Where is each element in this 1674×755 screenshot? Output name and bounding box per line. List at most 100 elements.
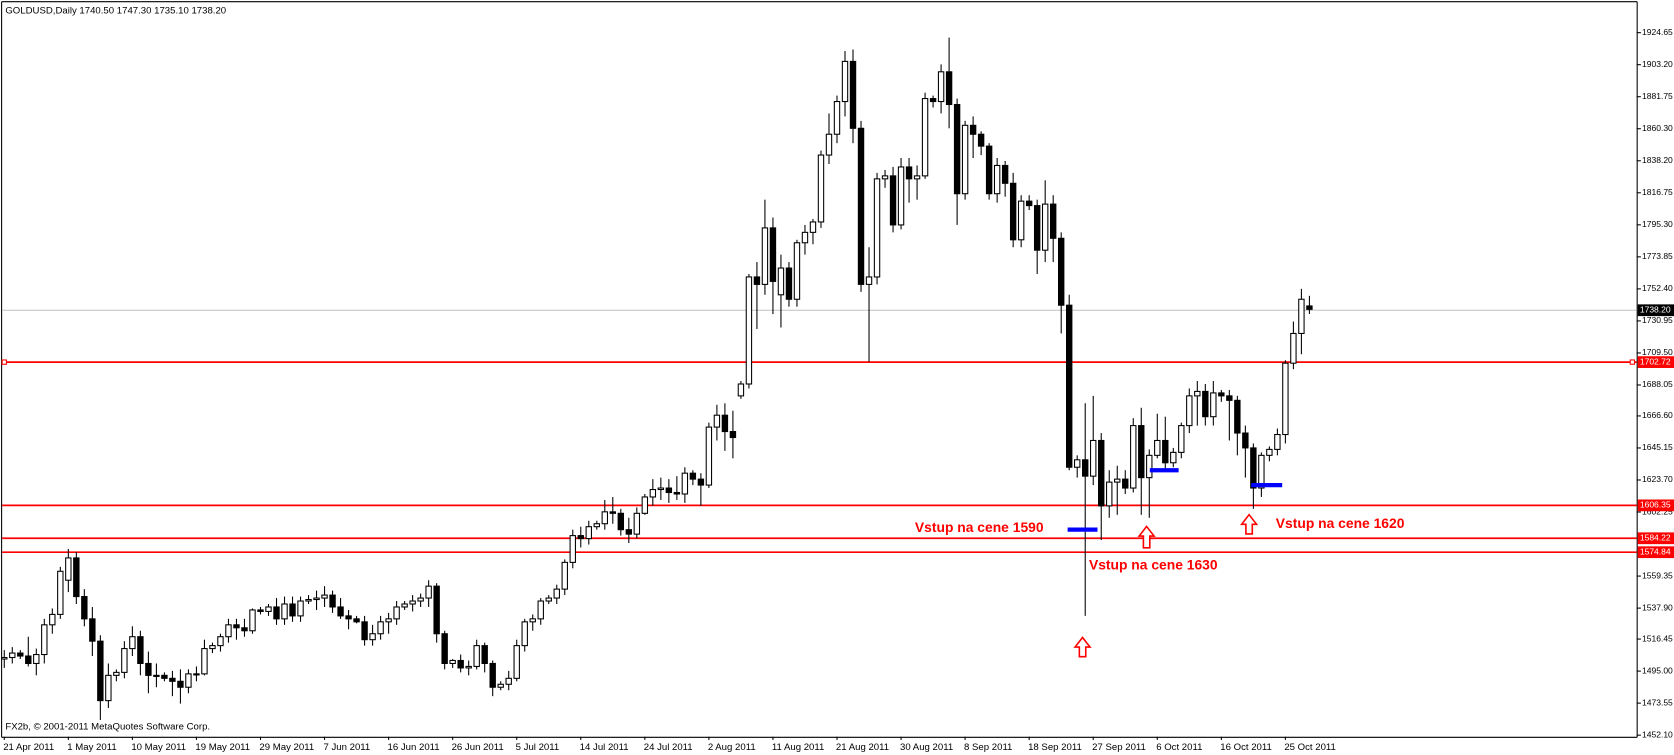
candle-body xyxy=(569,535,576,563)
y-tick-label: 1924.65 xyxy=(1642,27,1673,37)
x-tick-label: 5 Jul 2011 xyxy=(516,742,560,753)
candle-body xyxy=(513,645,520,679)
candle-body xyxy=(673,491,681,495)
candle-body xyxy=(217,636,224,647)
y-tick-label: 1881.75 xyxy=(1642,91,1673,101)
candle-body xyxy=(825,133,833,156)
x-tick-label: 1 May 2011 xyxy=(67,742,116,753)
candle-body xyxy=(457,659,464,669)
candle-body xyxy=(1074,459,1081,468)
x-tick-label: 27 Sep 2011 xyxy=(1092,742,1146,753)
candle-body xyxy=(129,636,136,650)
candle-body xyxy=(1041,203,1049,251)
candle-body xyxy=(801,231,809,244)
candle-body xyxy=(849,60,857,129)
candle-body xyxy=(873,178,881,278)
level-label: 1702.72 xyxy=(1640,356,1671,366)
candle-body xyxy=(529,618,536,623)
candle-body xyxy=(1025,200,1033,207)
candle-body xyxy=(1234,399,1241,434)
candle-body xyxy=(865,276,873,285)
candle-body xyxy=(585,526,592,540)
candle-body xyxy=(633,512,641,535)
level-label-box xyxy=(1637,546,1674,559)
candle-body xyxy=(233,624,240,629)
y-tick-label: 1537.90 xyxy=(1642,602,1673,612)
x-tick-label: 18 Sep 2011 xyxy=(1028,742,1082,753)
candle-body xyxy=(1033,205,1041,251)
x-tick-label: 25 Oct 2011 xyxy=(1284,742,1336,753)
x-tick-label: 24 Jul 2011 xyxy=(644,742,693,753)
y-tick-label: 1709.50 xyxy=(1642,347,1673,357)
y-tick-label: 1559.35 xyxy=(1642,570,1673,580)
candle-body xyxy=(945,71,953,106)
y-tick-label: 1752.40 xyxy=(1642,283,1673,293)
candle-body xyxy=(705,426,713,486)
y-tick-label: 1860.30 xyxy=(1642,123,1673,133)
x-tick-label: 30 Aug 2011 xyxy=(900,742,953,753)
candle-body xyxy=(97,640,104,702)
handle xyxy=(1,359,7,365)
candle-body xyxy=(929,98,937,103)
candle-body xyxy=(337,606,344,617)
candle-body xyxy=(1090,439,1097,477)
x-tick-label: 8 Sep 2011 xyxy=(964,742,1012,753)
level-label-box xyxy=(1637,356,1674,368)
last-price-box xyxy=(1637,304,1674,317)
candle-body xyxy=(1194,390,1201,397)
candle-body xyxy=(1210,392,1217,418)
candle-body xyxy=(1282,362,1289,436)
candle-body xyxy=(417,597,424,602)
candle-body xyxy=(105,674,112,702)
candle-body xyxy=(833,101,841,135)
candle-body xyxy=(681,472,689,495)
candle-body xyxy=(177,680,184,688)
handle xyxy=(1629,359,1636,365)
candle-body xyxy=(185,673,192,688)
x-tick-label: 14 Jul 2011 xyxy=(580,742,629,753)
x-tick-label: 16 Jun 2011 xyxy=(388,742,440,753)
candle-body xyxy=(561,561,568,590)
candle-body xyxy=(737,383,745,397)
candle-body xyxy=(817,154,825,223)
candle-body xyxy=(313,597,320,601)
candle-body xyxy=(985,145,993,195)
candle-body xyxy=(729,431,737,439)
candle-body xyxy=(769,227,777,282)
candle-body xyxy=(473,645,480,667)
candle-body xyxy=(1298,298,1305,334)
candle-body xyxy=(1274,433,1281,450)
level-label: 1574.84 xyxy=(1640,546,1671,556)
candle-body xyxy=(905,166,913,180)
candle-body xyxy=(193,673,200,676)
candle-body xyxy=(641,496,649,514)
y-tick-label: 1666.60 xyxy=(1642,410,1673,420)
candle-body xyxy=(289,603,296,617)
y-tick-label: 1730.95 xyxy=(1642,315,1673,325)
candle-body xyxy=(1122,478,1129,489)
annotation: Vstup na cene 1630 xyxy=(1089,557,1218,573)
candle-body xyxy=(225,624,232,638)
copyright: FX2b, © 2001-2011 MetaQuotes Software Co… xyxy=(5,722,210,733)
candle-body xyxy=(449,659,456,664)
candle-body xyxy=(201,648,208,675)
level-label-box xyxy=(1637,499,1674,512)
y-tick-label: 1623.70 xyxy=(1642,474,1673,484)
y-tick-label: 1516.45 xyxy=(1642,633,1673,643)
candle-body xyxy=(1146,454,1153,479)
y-tick-label: 1795.30 xyxy=(1642,219,1673,229)
y-tick-label: 1903.20 xyxy=(1642,59,1673,69)
last-price-label: 1738.20 xyxy=(1640,304,1671,314)
candle-body xyxy=(969,124,977,135)
candle-body xyxy=(353,618,360,623)
candle-body xyxy=(121,648,128,673)
candle-body xyxy=(73,557,80,598)
candle-body xyxy=(1186,395,1193,427)
candle-body xyxy=(609,511,617,514)
candle-body xyxy=(593,523,600,528)
candle-body xyxy=(1017,200,1025,241)
candle-body xyxy=(1106,481,1113,507)
candle-body xyxy=(425,585,432,599)
candle-body xyxy=(281,603,288,620)
